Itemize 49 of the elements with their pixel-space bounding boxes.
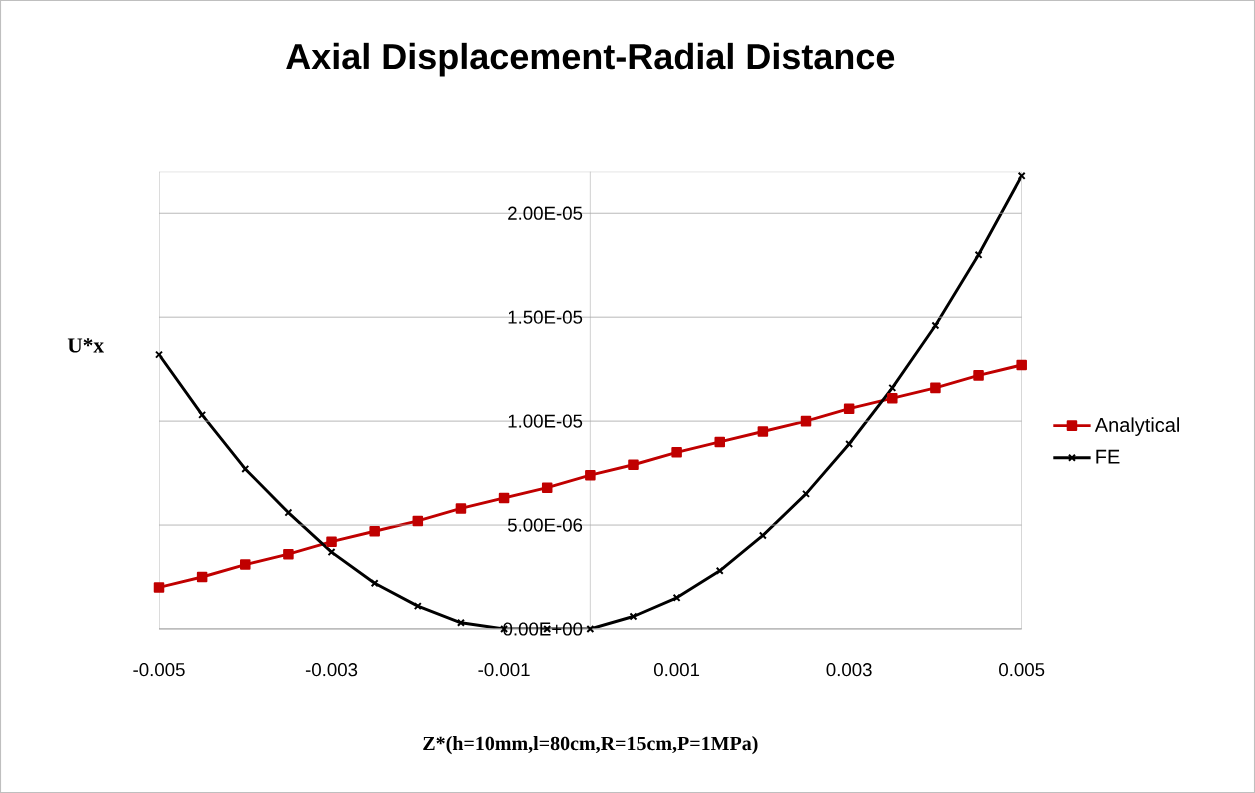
point — [930, 382, 941, 394]
legend-label: FE — [1096, 449, 1120, 464]
y-axis-title: U*x — [67, 338, 104, 353]
point — [455, 503, 467, 514]
chart-title: Axial Displacement-Radial Distance — [286, 42, 895, 77]
point — [1016, 359, 1027, 371]
point — [585, 469, 596, 481]
x-tick-label: 0.005 — [999, 663, 1045, 677]
point — [714, 436, 726, 448]
point — [412, 515, 424, 527]
point — [153, 582, 165, 593]
point — [541, 482, 553, 493]
point — [240, 559, 251, 570]
point — [369, 526, 380, 537]
x-tick-label: 0.003 — [826, 663, 872, 677]
point — [154, 350, 164, 359]
point — [326, 536, 337, 547]
point — [800, 415, 812, 427]
point — [887, 392, 898, 404]
point — [931, 321, 940, 330]
point — [845, 439, 854, 448]
point — [198, 410, 207, 419]
point — [973, 370, 984, 381]
point — [196, 571, 208, 583]
point — [241, 464, 250, 473]
point — [757, 426, 769, 437]
x-tick-label: -0.001 — [478, 663, 530, 677]
x-tick-label: -0.005 — [133, 663, 185, 677]
x-axis-title: Z*(h=10mm,l=80cm,R=15cm,P=1MPa) — [423, 736, 758, 755]
point — [370, 579, 379, 588]
legend-label: Analytical — [1094, 417, 1179, 436]
y-tick-label: 1.50E-05 — [508, 310, 583, 324]
y-tick-label: 5.00E-06 — [507, 518, 583, 532]
point — [456, 618, 465, 627]
y-tick-label: 1.00E-05 — [508, 414, 583, 428]
point — [284, 508, 293, 517]
point — [283, 548, 294, 560]
point — [586, 624, 595, 634]
y-tick-label: 2.00E-05 — [508, 206, 583, 220]
point — [671, 447, 682, 458]
point — [843, 403, 855, 414]
x-tick-label: 0.001 — [653, 663, 700, 677]
point — [628, 459, 639, 471]
x-tick-label: -0.003 — [305, 663, 358, 677]
point — [974, 250, 983, 259]
point — [413, 602, 422, 611]
point — [629, 612, 638, 621]
point — [498, 492, 510, 504]
y-tick-label: 0.00E+00 — [503, 622, 583, 636]
